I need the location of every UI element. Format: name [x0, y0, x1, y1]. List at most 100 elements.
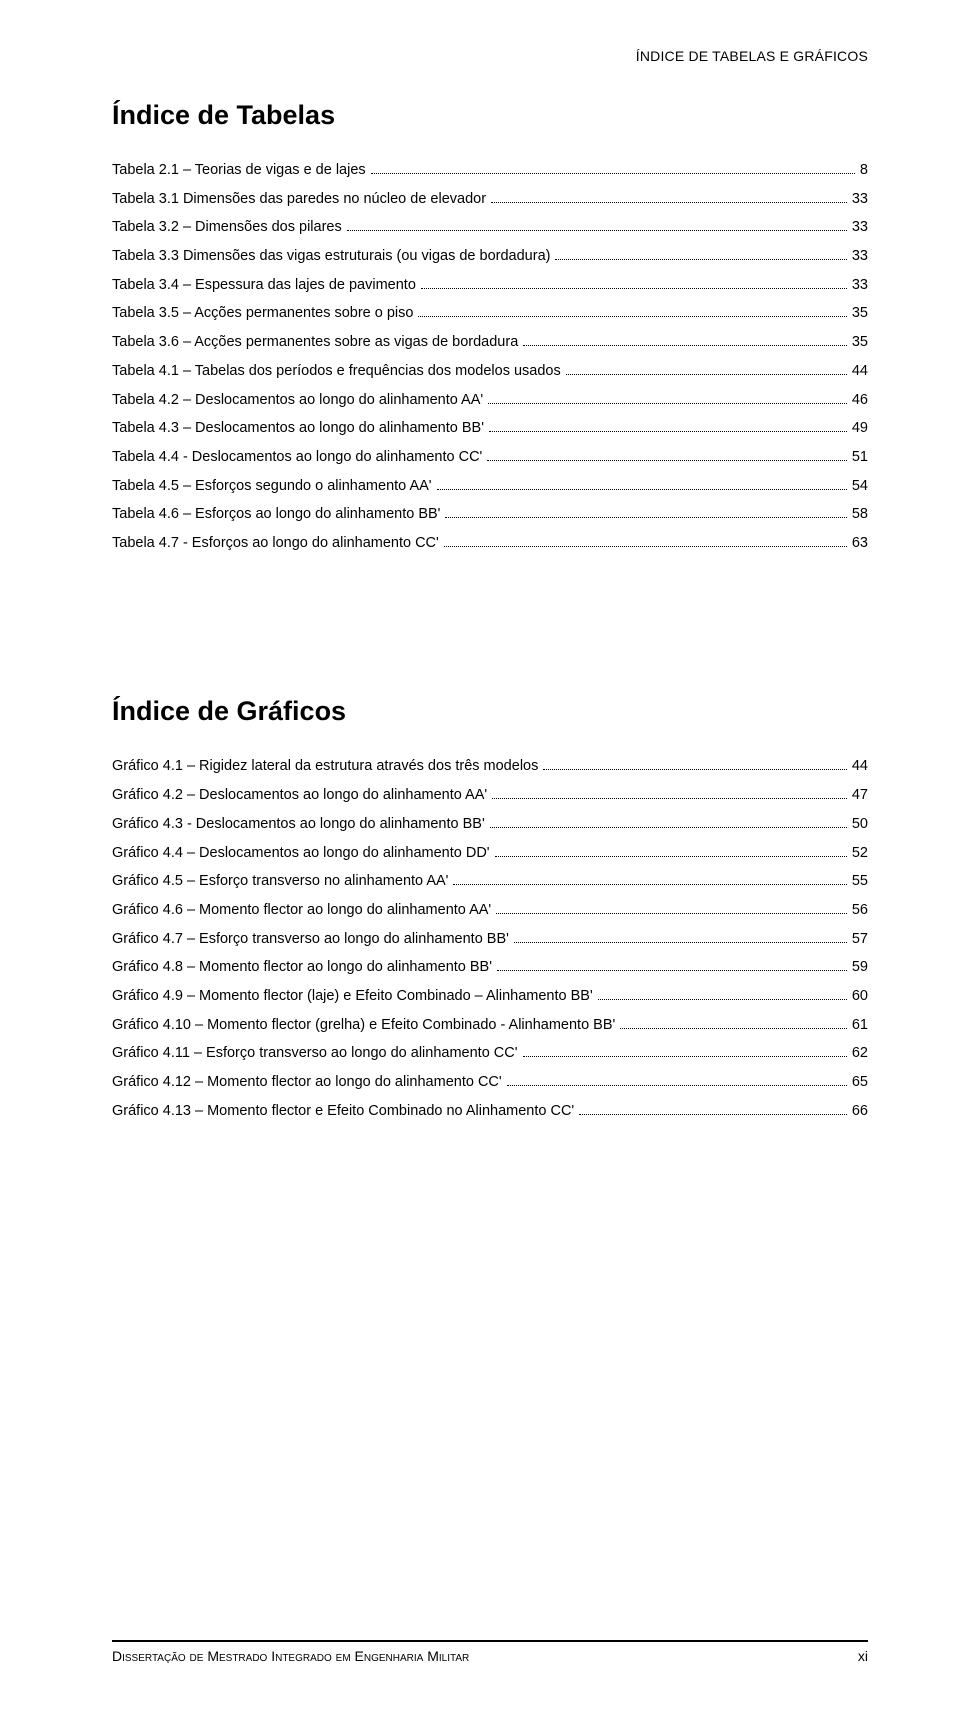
toc-label: Gráfico 4.7 – Esforço transverso ao long…	[112, 932, 511, 947]
toc-page: 35	[850, 335, 868, 350]
toc-label: Gráfico 4.12 – Momento flector ao longo …	[112, 1075, 504, 1090]
toc-entry: Gráfico 4.8 – Momento flector ao longo d…	[112, 960, 868, 975]
toc-entry: Gráfico 4.2 – Deslocamentos ao longo do …	[112, 788, 868, 803]
toc-page: 50	[850, 817, 868, 832]
toc-page: 33	[850, 278, 868, 293]
toc-entry: Tabela 3.3 Dimensões das vigas estrutura…	[112, 249, 868, 264]
toc-dots	[453, 884, 846, 885]
toc-entry: Tabela 4.7 - Esforços ao longo do alinha…	[112, 536, 868, 551]
toc-page: 56	[850, 903, 868, 918]
toc-label: Tabela 3.5 – Acções permanentes sobre o …	[112, 306, 415, 321]
toc-label: Gráfico 4.1 – Rigidez lateral da estrutu…	[112, 759, 540, 774]
toc-entry: Gráfico 4.12 – Momento flector ao longo …	[112, 1075, 868, 1090]
toc-dots	[507, 1085, 847, 1086]
toc-page: 60	[850, 989, 868, 1004]
toc-dots	[555, 259, 846, 260]
toc-page: 35	[850, 306, 868, 321]
toc-entry: Gráfico 4.5 – Esforço transverso no alin…	[112, 874, 868, 889]
toc-dots	[487, 460, 847, 461]
toc-dots	[497, 970, 847, 971]
toc-label: Tabela 3.4 – Espessura das lajes de pavi…	[112, 278, 418, 293]
page: ÍNDICE DE TABELAS E GRÁFICOS Índice de T…	[0, 0, 960, 1710]
toc-page: 62	[850, 1046, 868, 1061]
toc-label: Gráfico 4.6 – Momento flector ao longo d…	[112, 903, 493, 918]
toc-entry: Tabela 3.1 Dimensões das paredes no núcl…	[112, 192, 868, 207]
toc-label: Gráfico 4.10 – Momento flector (grelha) …	[112, 1018, 617, 1033]
toc-dots	[514, 942, 847, 943]
toc-entry: Tabela 3.5 – Acções permanentes sobre o …	[112, 306, 868, 321]
toc-page: 44	[850, 364, 868, 379]
footer-divider	[112, 1640, 868, 1642]
toc-label: Tabela 4.7 - Esforços ao longo do alinha…	[112, 536, 441, 551]
toc-page: 47	[850, 788, 868, 803]
toc-dots	[421, 288, 847, 289]
toc-dots	[492, 798, 847, 799]
toc-dots	[598, 999, 847, 1000]
toc-page: 58	[850, 507, 868, 522]
toc-label: Tabela 4.2 – Deslocamentos ao longo do a…	[112, 393, 485, 408]
toc-graficos: Gráfico 4.1 – Rigidez lateral da estrutu…	[112, 759, 868, 1118]
toc-entry: Gráfico 4.10 – Momento flector (grelha) …	[112, 1018, 868, 1033]
section-title-tabelas: Índice de Tabelas	[112, 100, 868, 131]
toc-dots	[496, 913, 847, 914]
toc-entry: Tabela 3.2 – Dimensões dos pilares33	[112, 220, 868, 235]
toc-page: 8	[858, 163, 868, 178]
toc-page: 46	[850, 393, 868, 408]
toc-label: Tabela 4.1 – Tabelas dos períodos e freq…	[112, 364, 563, 379]
toc-label: Tabela 4.6 – Esforços ao longo do alinha…	[112, 507, 442, 522]
toc-label: Gráfico 4.11 – Esforço transverso ao lon…	[112, 1046, 520, 1061]
toc-page: 33	[850, 220, 868, 235]
toc-label: Gráfico 4.5 – Esforço transverso no alin…	[112, 874, 450, 889]
toc-label: Tabela 3.3 Dimensões das vigas estrutura…	[112, 249, 552, 264]
toc-label: Tabela 3.6 – Acções permanentes sobre as…	[112, 335, 520, 350]
toc-page: 65	[850, 1075, 868, 1090]
toc-entry: Gráfico 4.6 – Momento flector ao longo d…	[112, 903, 868, 918]
section-title-graficos: Índice de Gráficos	[112, 696, 868, 727]
toc-label: Gráfico 4.3 - Deslocamentos ao longo do …	[112, 817, 487, 832]
toc-entry: Tabela 4.6 – Esforços ao longo do alinha…	[112, 507, 868, 522]
toc-label: Gráfico 4.8 – Momento flector ao longo d…	[112, 960, 494, 975]
toc-dots	[437, 489, 847, 490]
toc-label: Tabela 2.1 – Teorias de vigas e de lajes	[112, 163, 368, 178]
toc-label: Tabela 4.4 - Deslocamentos ao longo do a…	[112, 450, 484, 465]
toc-dots	[543, 769, 847, 770]
toc-page: 59	[850, 960, 868, 975]
toc-label: Tabela 4.3 – Deslocamentos ao longo do a…	[112, 421, 486, 436]
toc-dots	[566, 374, 847, 375]
page-header: ÍNDICE DE TABELAS E GRÁFICOS	[112, 48, 868, 64]
toc-page: 63	[850, 536, 868, 551]
toc-page: 33	[850, 249, 868, 264]
toc-entry: Tabela 3.4 – Espessura das lajes de pavi…	[112, 278, 868, 293]
footer-page-number: xi	[858, 1648, 868, 1664]
toc-page: 57	[850, 932, 868, 947]
toc-entry: Gráfico 4.9 – Momento flector (laje) e E…	[112, 989, 868, 1004]
toc-dots	[371, 173, 855, 174]
toc-entry: Tabela 4.3 – Deslocamentos ao longo do a…	[112, 421, 868, 436]
toc-dots	[347, 230, 847, 231]
toc-label: Tabela 3.1 Dimensões das paredes no núcl…	[112, 192, 488, 207]
toc-dots	[445, 517, 846, 518]
toc-dots	[523, 1056, 847, 1057]
toc-dots	[495, 856, 847, 857]
toc-tabelas: Tabela 2.1 – Teorias de vigas e de lajes…	[112, 163, 868, 550]
toc-dots	[418, 316, 846, 317]
toc-label: Gráfico 4.9 – Momento flector (laje) e E…	[112, 989, 595, 1004]
toc-label: Gráfico 4.13 – Momento flector e Efeito …	[112, 1104, 576, 1119]
toc-page: 44	[850, 759, 868, 774]
toc-page: 51	[850, 450, 868, 465]
toc-dots	[523, 345, 847, 346]
toc-entry: Gráfico 4.7 – Esforço transverso ao long…	[112, 932, 868, 947]
toc-dots	[444, 546, 847, 547]
toc-label: Gráfico 4.4 – Deslocamentos ao longo do …	[112, 846, 492, 861]
toc-entry: Gráfico 4.3 - Deslocamentos ao longo do …	[112, 817, 868, 832]
toc-dots	[579, 1114, 847, 1115]
toc-dots	[490, 827, 847, 828]
toc-entry: Tabela 4.4 - Deslocamentos ao longo do a…	[112, 450, 868, 465]
toc-page: 49	[850, 421, 868, 436]
toc-entry: Gráfico 4.1 – Rigidez lateral da estrutu…	[112, 759, 868, 774]
toc-page: 66	[850, 1104, 868, 1119]
toc-dots	[491, 202, 847, 203]
toc-dots	[489, 431, 847, 432]
toc-entry: Tabela 3.6 – Acções permanentes sobre as…	[112, 335, 868, 350]
toc-page: 52	[850, 846, 868, 861]
